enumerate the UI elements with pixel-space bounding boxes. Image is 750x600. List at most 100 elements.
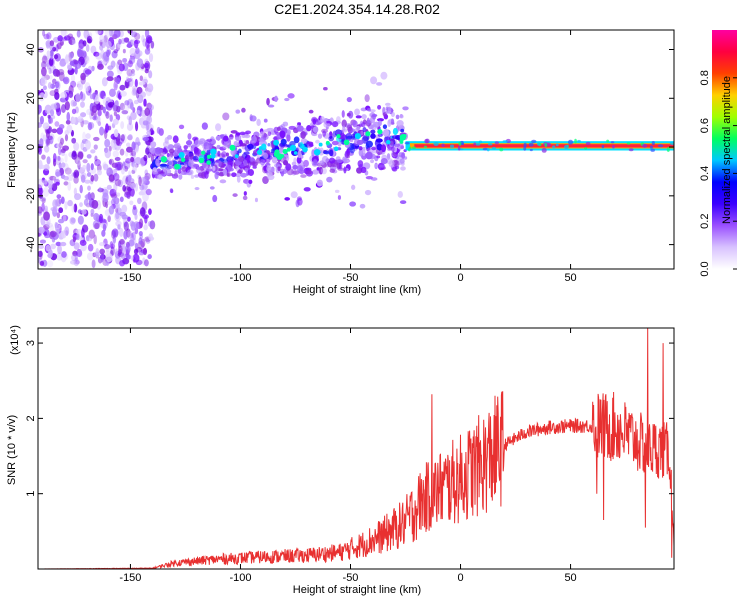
band-point bbox=[491, 146, 497, 150]
echo-point bbox=[267, 131, 272, 137]
noise-point bbox=[106, 201, 114, 206]
echo-point bbox=[189, 152, 194, 159]
echo-point bbox=[192, 155, 199, 161]
noise-point bbox=[113, 129, 119, 138]
echo-point bbox=[236, 143, 240, 147]
noise-point bbox=[137, 197, 142, 205]
noise-point bbox=[144, 107, 151, 117]
echo-point bbox=[355, 115, 362, 119]
noise-point bbox=[43, 231, 48, 236]
noise-point bbox=[143, 62, 149, 69]
band-point bbox=[541, 147, 547, 153]
noise-point bbox=[38, 187, 44, 195]
noise-point bbox=[53, 54, 59, 60]
echo-point bbox=[296, 125, 304, 132]
noise-point bbox=[77, 151, 84, 160]
noise-point bbox=[114, 161, 122, 171]
y-tick-label: 2 bbox=[25, 415, 37, 421]
echo-point bbox=[186, 139, 192, 148]
noise-point bbox=[118, 63, 125, 72]
noise-point bbox=[42, 122, 50, 130]
noise-point bbox=[76, 157, 81, 166]
echo-point bbox=[150, 141, 157, 148]
echo-point bbox=[267, 171, 274, 177]
echo-point bbox=[287, 93, 295, 99]
noise-point bbox=[69, 39, 73, 45]
noise-point bbox=[39, 115, 44, 125]
echo-point bbox=[396, 120, 404, 127]
echo-point bbox=[266, 97, 270, 106]
noise-point bbox=[123, 37, 130, 43]
noise-point bbox=[135, 47, 140, 55]
noise-point bbox=[116, 77, 121, 85]
echo-point bbox=[370, 159, 375, 164]
noise-point bbox=[55, 181, 60, 186]
echo-point bbox=[391, 166, 398, 172]
noise-point bbox=[46, 260, 54, 268]
echo-point bbox=[235, 109, 241, 114]
colorbar-tick-label: 0.8 bbox=[699, 70, 711, 85]
noise-point bbox=[64, 201, 68, 210]
noise-point bbox=[108, 205, 115, 215]
echo-point bbox=[373, 121, 381, 128]
echo-point bbox=[180, 170, 187, 175]
noise-point bbox=[69, 52, 74, 59]
echo-point bbox=[393, 159, 400, 168]
noise-point bbox=[119, 260, 125, 267]
snr-panel: -150 -100 -50 0 50 1 2 3 Height of straight li… bbox=[6, 325, 675, 596]
noise-point bbox=[98, 213, 104, 224]
band-point bbox=[502, 140, 508, 143]
noise-point bbox=[86, 162, 91, 173]
band-point bbox=[669, 141, 674, 146]
echo-point bbox=[337, 195, 342, 200]
noise-point bbox=[43, 211, 50, 221]
band-point bbox=[529, 148, 533, 152]
noise-point bbox=[80, 92, 86, 102]
x-tick-label: -150 bbox=[119, 272, 141, 284]
noise-point bbox=[140, 116, 146, 122]
noise-point bbox=[138, 230, 143, 237]
echo-peak-point bbox=[399, 140, 404, 144]
echo-point bbox=[184, 161, 190, 168]
echo-point bbox=[354, 108, 360, 116]
noise-point bbox=[61, 251, 67, 258]
echo-point bbox=[291, 161, 297, 166]
noise-point bbox=[127, 230, 134, 240]
echo-point bbox=[196, 166, 202, 171]
noise-point bbox=[41, 197, 46, 204]
noise-point bbox=[110, 229, 116, 239]
noise-point bbox=[129, 200, 134, 206]
band-point bbox=[423, 145, 428, 148]
echo-point bbox=[169, 155, 174, 159]
noise-point bbox=[49, 40, 55, 47]
noise-point bbox=[38, 226, 45, 234]
echo-point bbox=[328, 135, 335, 142]
noise-point bbox=[127, 174, 132, 182]
echo-point bbox=[336, 159, 343, 164]
noise-point bbox=[75, 229, 82, 235]
noise-point bbox=[134, 157, 142, 165]
noise-point bbox=[120, 90, 127, 97]
echo-point bbox=[249, 114, 253, 122]
x-tick-label: 50 bbox=[564, 572, 576, 584]
echo-point bbox=[372, 114, 377, 120]
noise-point bbox=[119, 84, 126, 91]
noise-point bbox=[133, 248, 139, 255]
noise-point bbox=[145, 39, 150, 49]
noise-point bbox=[114, 83, 118, 88]
noise-point bbox=[49, 135, 54, 145]
noise-point bbox=[66, 124, 73, 134]
echo-point bbox=[235, 136, 240, 141]
band-point bbox=[649, 145, 653, 149]
band-point bbox=[486, 147, 490, 152]
noise-point bbox=[81, 224, 89, 233]
echo-point bbox=[352, 120, 358, 128]
echo-point bbox=[232, 193, 238, 197]
noise-point bbox=[56, 143, 62, 149]
echo-point bbox=[341, 119, 347, 128]
noise-point bbox=[106, 76, 114, 82]
band-point bbox=[563, 144, 569, 149]
noise-point bbox=[88, 229, 95, 239]
echo-point bbox=[346, 96, 352, 103]
noise-point bbox=[87, 185, 91, 191]
